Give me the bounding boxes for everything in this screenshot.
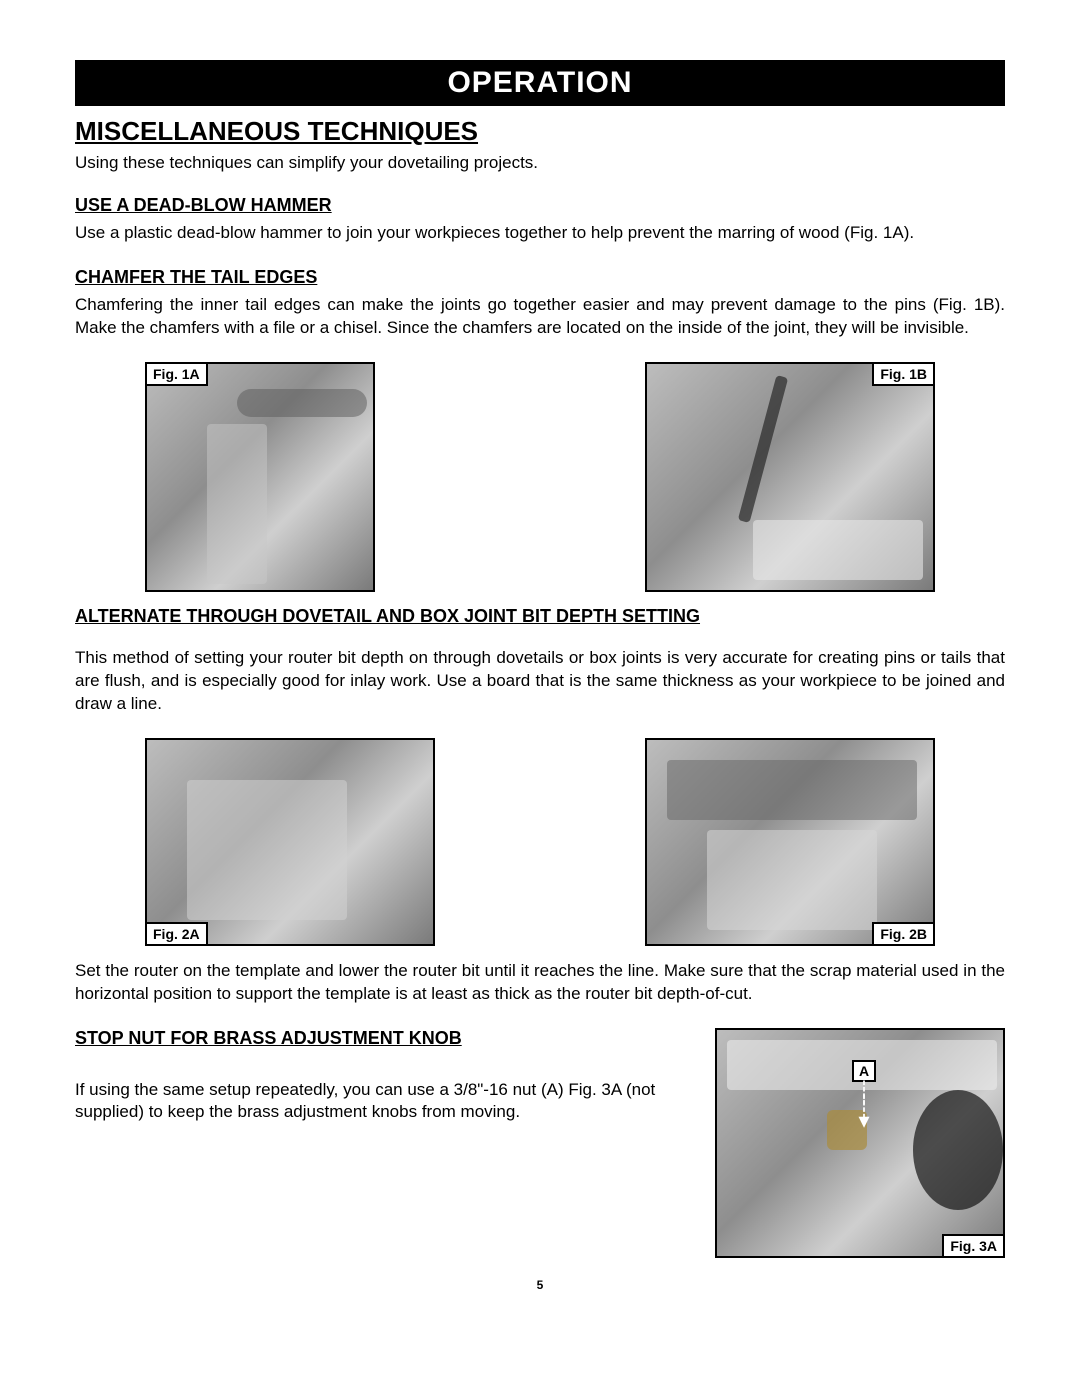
operation-banner: OPERATION [75, 60, 1005, 106]
section-body-deadblow: Use a plastic dead-blow hammer to join y… [75, 222, 1005, 245]
page-number: 5 [75, 1278, 1005, 1292]
figure-label-2a: Fig. 2A [145, 922, 208, 946]
figure-label-1a: Fig. 1A [145, 362, 208, 386]
intro-text: Using these techniques can simplify your… [75, 153, 1005, 173]
page-title: MISCELLANEOUS TECHNIQUES [75, 116, 1005, 147]
figure-label-3a: Fig. 3A [942, 1234, 1005, 1258]
figure-label-1b: Fig. 1B [872, 362, 935, 386]
figure-2b: Fig. 2B [645, 738, 935, 946]
stop-nut-row: STOP NUT FOR BRASS ADJUSTMENT KNOB If us… [75, 1028, 1005, 1258]
section-heading-alternate: ALTERNATE THROUGH DOVETAIL AND BOX JOINT… [75, 606, 1005, 627]
section-body-alternate: This method of setting your router bit d… [75, 647, 1005, 716]
figure-1a: Fig. 1A [145, 362, 375, 592]
figure-row-1: Fig. 1A Fig. 1B [75, 362, 1005, 592]
section-heading-chamfer: CHAMFER THE TAIL EDGES [75, 267, 1005, 288]
figure-row-2: Fig. 2A Fig. 2B [75, 738, 1005, 946]
section-heading-deadblow: USE A DEAD-BLOW HAMMER [75, 195, 1005, 216]
figure-label-2b: Fig. 2B [872, 922, 935, 946]
section-body-chamfer: Chamfering the inner tail edges can make… [75, 294, 1005, 340]
para-set-router: Set the router on the template and lower… [75, 960, 1005, 1006]
annotation-arrow: ┊┊▾ [857, 1086, 871, 1128]
section-heading-stopnut: STOP NUT FOR BRASS ADJUSTMENT KNOB [75, 1028, 685, 1049]
figure-1b: Fig. 1B [645, 362, 935, 592]
figure-3a: A ┊┊▾ Fig. 3A [715, 1028, 1005, 1258]
figure-2a: Fig. 2A [145, 738, 435, 946]
annotation-a: A [852, 1060, 876, 1082]
section-body-stopnut: If using the same setup repeatedly, you … [75, 1079, 685, 1125]
